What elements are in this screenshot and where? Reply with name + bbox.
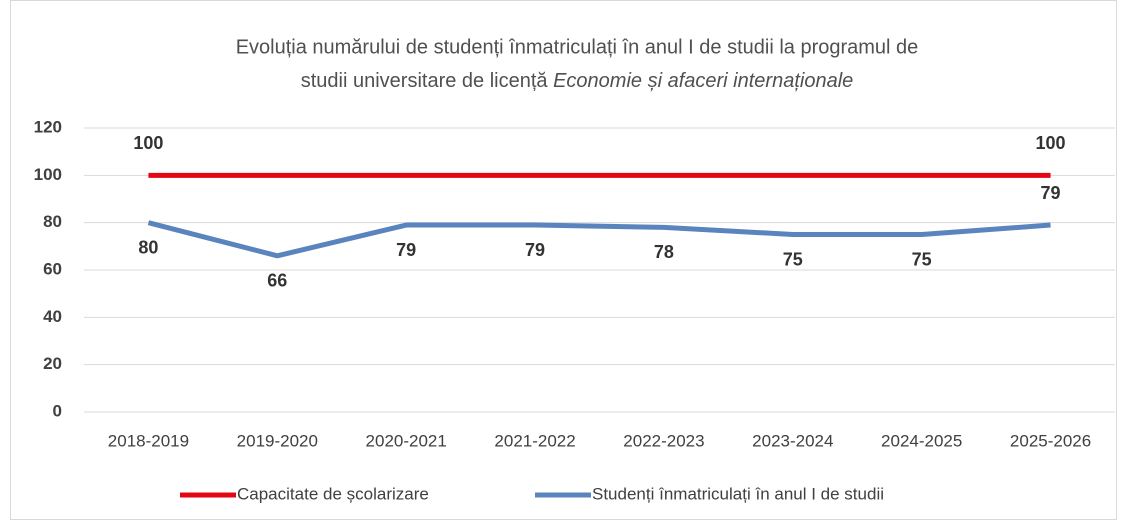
y-tick-label: 80 bbox=[43, 212, 62, 231]
y-tick-label: 120 bbox=[34, 117, 62, 136]
x-tick-label: 2018-2019 bbox=[108, 431, 189, 450]
data-label: 66 bbox=[267, 271, 287, 291]
chart-title-italic: Economie și afaceri internaționale bbox=[553, 70, 853, 92]
data-label: 79 bbox=[1041, 183, 1061, 203]
x-tick-label: 2020-2021 bbox=[366, 431, 447, 450]
legend-label: Studenți înmatriculați în anul I de stud… bbox=[592, 484, 884, 503]
data-label: 100 bbox=[1036, 133, 1066, 153]
x-tick-label: 2024-2025 bbox=[881, 431, 962, 450]
y-tick-label: 20 bbox=[43, 354, 62, 373]
x-tick-label: 2025-2026 bbox=[1010, 431, 1091, 450]
data-label: 80 bbox=[138, 237, 158, 257]
chart-border bbox=[10, 0, 1117, 520]
y-tick-label: 40 bbox=[43, 307, 62, 326]
plot: 0 20 40 60 80 100 120 2018-2019 2019-2020 2020-20… bbox=[34, 117, 1115, 503]
chart-title: Evoluția numărului de studenți înmatricu… bbox=[236, 36, 919, 58]
x-tick-label: 2021-2022 bbox=[494, 431, 575, 450]
data-label: 79 bbox=[396, 240, 416, 260]
chart-title: studii universitare de licență bbox=[301, 70, 553, 92]
x-tick-label: 2023-2024 bbox=[752, 431, 833, 450]
data-label: 75 bbox=[783, 249, 803, 269]
y-tick-label: 60 bbox=[43, 259, 62, 278]
chart-title: studii universitare de licență Economie … bbox=[301, 70, 854, 92]
data-label: 79 bbox=[525, 240, 545, 260]
legend-label: Capacitate de școlarizare bbox=[237, 484, 429, 503]
y-tick-label: 0 bbox=[53, 401, 62, 420]
data-label: 78 bbox=[654, 242, 674, 262]
y-tick-label: 100 bbox=[34, 165, 62, 184]
line-series bbox=[147, 220, 1051, 259]
data-label: 100 bbox=[133, 133, 163, 153]
data-label: 75 bbox=[912, 249, 932, 269]
x-tick-label: 2022-2023 bbox=[623, 431, 704, 450]
x-tick-label: 2019-2020 bbox=[237, 431, 318, 450]
